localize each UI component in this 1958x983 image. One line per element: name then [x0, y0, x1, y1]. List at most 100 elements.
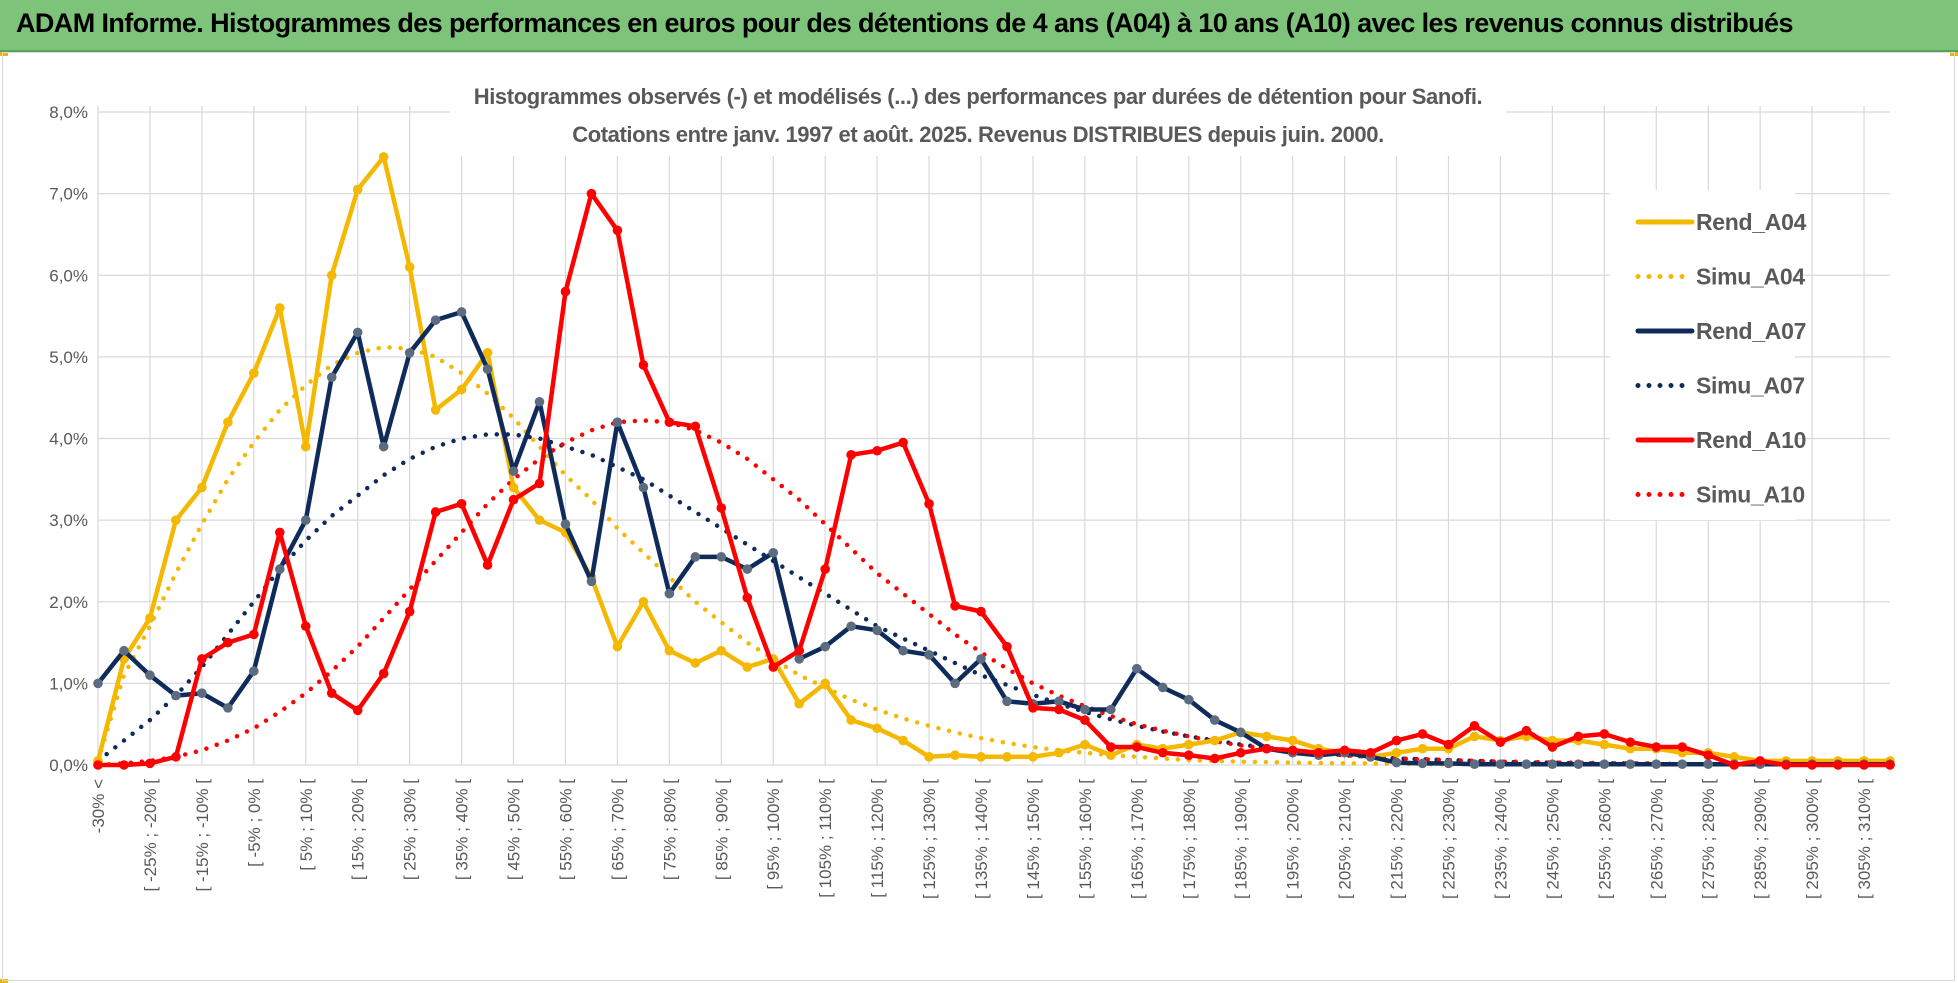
data-point: [742, 564, 753, 574]
data-point: [430, 507, 441, 517]
x-tick-label: [ 45% ; 50% [: [505, 779, 524, 880]
data-point: [1209, 715, 1220, 725]
data-point: [197, 482, 207, 493]
data-point: [1209, 735, 1220, 746]
data-point: [716, 552, 727, 562]
data-point: [872, 723, 882, 734]
data-point: [1313, 747, 1324, 758]
data-point: [274, 527, 285, 538]
data-point: [1573, 731, 1584, 742]
data-point: [508, 482, 519, 493]
legend-label: Simu_A07: [1696, 373, 1805, 399]
data-point: [1106, 742, 1116, 752]
data-point: [1183, 739, 1194, 750]
x-tick-label: [ 255% ; 260% [: [1595, 779, 1614, 899]
data-point: [898, 437, 908, 448]
x-axis-ticks: -30% < [ -25% ; -20% [[ -15% ; -10% [[ -5…: [89, 779, 1874, 899]
data-point: [898, 735, 908, 746]
data-point: [119, 760, 129, 770]
data-point: [352, 705, 363, 716]
data-point: [1002, 752, 1012, 762]
data-point: [1158, 682, 1168, 693]
data-point: [1261, 731, 1272, 742]
data-point: [1183, 694, 1194, 705]
data-point: [638, 596, 649, 607]
header-banner: ADAM Informe. Histogrammes des performan…: [0, 0, 1958, 52]
data-point: [976, 654, 986, 664]
data-point: [1391, 757, 1402, 768]
data-point: [1106, 704, 1116, 715]
data-point: [1417, 729, 1428, 739]
data-point: [223, 417, 233, 427]
data-point: [768, 547, 779, 558]
series-line-rend-a07: [95, 309, 1893, 767]
data-point: [560, 519, 571, 530]
x-tick-label: [ 185% ; 190% [: [1232, 779, 1251, 899]
data-point: [1521, 725, 1532, 736]
x-tick-label: [ -15% ; -10% [: [193, 779, 212, 892]
x-tick-label: [ 75% ; 80% [: [660, 779, 679, 880]
data-point: [846, 450, 856, 460]
x-tick-label: [ 295% ; 300% [: [1803, 779, 1822, 899]
data-point: [1547, 742, 1558, 752]
data-point: [690, 658, 701, 668]
data-point: [1002, 641, 1012, 652]
data-point: [1054, 704, 1064, 715]
data-point: [508, 466, 519, 476]
x-tick-label: [ -5% ; 0% [: [245, 779, 264, 867]
x-tick-label: [ 125% ; 130% [: [920, 779, 939, 899]
data-point: [223, 637, 233, 648]
data-point: [93, 760, 103, 770]
data-point: [1183, 750, 1194, 761]
data-point: [1469, 731, 1480, 742]
data-point: [1158, 747, 1168, 758]
y-tick-label: 7,0%: [49, 185, 88, 204]
data-point: [820, 564, 830, 574]
data-point: [794, 645, 805, 656]
data-point: [794, 698, 805, 709]
data-point: [300, 441, 311, 452]
data-point: [1287, 745, 1298, 756]
x-tick-label: [ 305% ; 310% [: [1855, 779, 1874, 899]
x-tick-label: [ 115% ; 120% [: [868, 779, 887, 898]
data-point: [1080, 739, 1090, 750]
chart-legend: Rend_A04 Simu_A04 Rend_A07 Simu_A07 Rend_A10…: [1635, 209, 1807, 508]
x-tick-label: [ 215% ; 220% [: [1388, 779, 1407, 899]
data-point: [1054, 696, 1064, 707]
data-point: [1703, 750, 1714, 761]
data-point: [664, 645, 675, 656]
data-point: [119, 645, 129, 656]
x-tick-label: [ 105% ; 110% [: [816, 779, 835, 898]
data-point: [820, 641, 830, 652]
data-point: [1417, 743, 1428, 754]
data-point: [534, 515, 545, 525]
data-point: [1417, 758, 1428, 769]
data-point: [1235, 747, 1246, 758]
data-point: [1703, 759, 1714, 769]
x-tick-label: [ 5% ; 10% [: [297, 779, 316, 871]
data-point: [145, 613, 155, 623]
data-point: [249, 368, 259, 379]
data-point: [482, 560, 493, 570]
corner-mark: [0, 979, 8, 983]
data-point: [846, 715, 856, 725]
data-point: [456, 307, 467, 317]
data-point: [1677, 742, 1688, 752]
data-point: [326, 270, 337, 281]
data-point: [274, 564, 285, 574]
data-point: [171, 752, 181, 762]
x-tick-label: [ 95% ; 100% [: [764, 779, 783, 890]
data-point: [1054, 747, 1064, 758]
y-tick-label: 3,0%: [49, 511, 88, 530]
data-point: [1365, 747, 1376, 758]
chart-title-line-1: Histogrammes observés (-) et modélisés (…: [474, 84, 1483, 109]
data-point: [1391, 747, 1402, 758]
data-point: [1885, 760, 1895, 770]
data-point: [404, 347, 415, 358]
data-point: [534, 478, 545, 489]
y-tick-label: 4,0%: [49, 430, 88, 449]
data-point: [1028, 752, 1038, 762]
data-point: [430, 405, 441, 415]
chart-frame: [2, 52, 1955, 981]
x-tick-label: [ 135% ; 140% [: [972, 779, 991, 899]
